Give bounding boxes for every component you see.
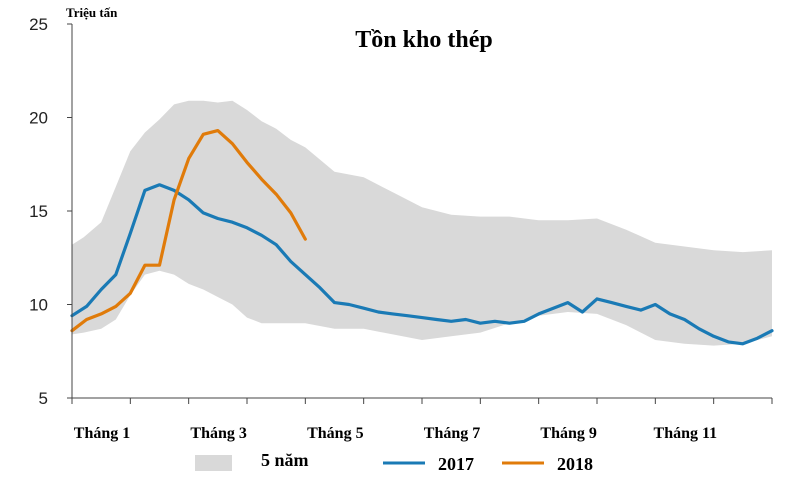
x-tick-label: Tháng 9 <box>540 425 596 442</box>
legend-label-2018: 2018 <box>557 454 593 474</box>
x-tick-label: Tháng 11 <box>654 425 718 442</box>
chart-title: Tồn kho thép <box>355 27 492 53</box>
legend: 5 năm 2017 2018 <box>195 450 593 474</box>
y-tick-label: 15 <box>29 202 48 221</box>
y-tick-label: 10 <box>29 296 48 315</box>
range-band-5-nam <box>72 100 772 346</box>
x-tick-label: Tháng 5 <box>307 425 363 442</box>
legend-label-2017: 2017 <box>438 454 474 474</box>
legend-swatch-5-nam <box>195 455 232 471</box>
series-line-2018 <box>70 129 307 333</box>
five-year-range-band-layer <box>72 100 772 346</box>
y-tick-label: 25 <box>29 15 48 34</box>
x-tick-label: Tháng 3 <box>190 425 246 442</box>
y-tick-label: 20 <box>29 109 48 128</box>
y-axis-unit-label: Triệu tấn <box>66 5 118 20</box>
axes: 5 10 15 20 25 Tháng 1 Tháng 3 Tháng 5 Tháng 7 Thá… <box>29 15 773 442</box>
series-line-2017 <box>70 183 774 346</box>
x-tick-label: Tháng 1 <box>74 425 130 442</box>
x-tick-label: Tháng 7 <box>424 425 480 442</box>
legend-label-5-nam: 5 năm <box>261 450 309 470</box>
series-layer <box>70 129 774 346</box>
y-tick-label: 5 <box>39 389 48 408</box>
